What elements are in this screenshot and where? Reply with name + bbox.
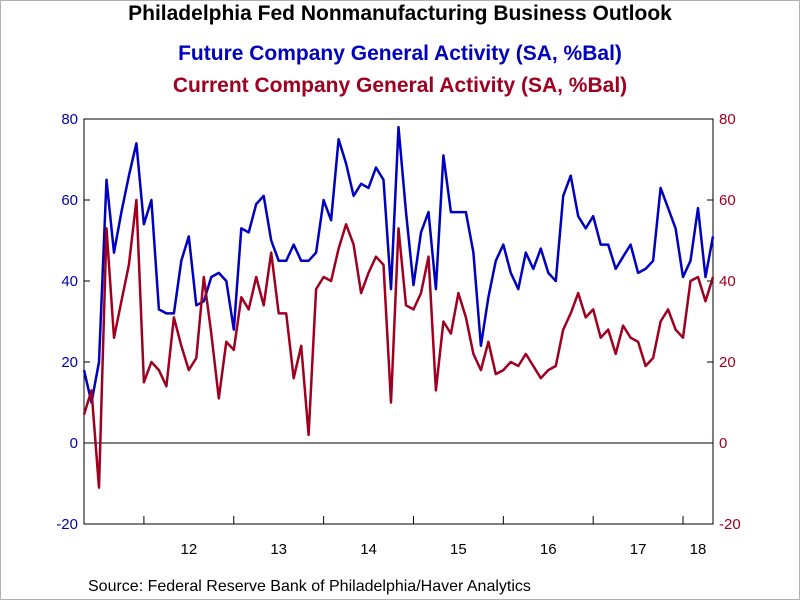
x-tick-label: 14 (360, 541, 377, 558)
series-current-legend: Current Company General Activity (SA, %B… (172, 74, 628, 97)
y-left-tick-label: 40 (61, 273, 78, 290)
x-tick-label: 12 (180, 541, 197, 558)
y-right-tick-label: 60 (719, 192, 736, 209)
x-tick-label: 16 (540, 541, 557, 558)
y-left-tick-label: 80 (61, 111, 78, 128)
series-current-line (82, 198, 715, 489)
y-right-tick-label: 40 (719, 273, 736, 290)
x-tick-label: 13 (270, 541, 287, 558)
y-right-tick-label: -20 (719, 516, 741, 533)
x-tick-label: 18 (690, 541, 707, 558)
source-note: Source: Federal Reserve Bank of Philadel… (88, 578, 531, 595)
chart-title: Philadelphia Fed Nonmanufacturing Busine… (128, 2, 672, 25)
y-left-tick-label: -20 (56, 516, 78, 533)
series-future-line (82, 125, 715, 404)
y-right-tick-label: 80 (719, 111, 736, 128)
x-tick-label: 15 (450, 541, 467, 558)
y-right-tick-label: 0 (719, 435, 727, 452)
plot-area (83, 118, 714, 525)
series-future-legend: Future Company General Activity (SA, %Ba… (178, 42, 622, 65)
y-left-tick-label: 0 (70, 435, 78, 452)
y-left-tick-label: 60 (61, 192, 78, 209)
x-tick-label: 17 (630, 541, 647, 558)
y-left-tick-label: 20 (61, 354, 78, 371)
y-right-tick-label: 20 (719, 354, 736, 371)
